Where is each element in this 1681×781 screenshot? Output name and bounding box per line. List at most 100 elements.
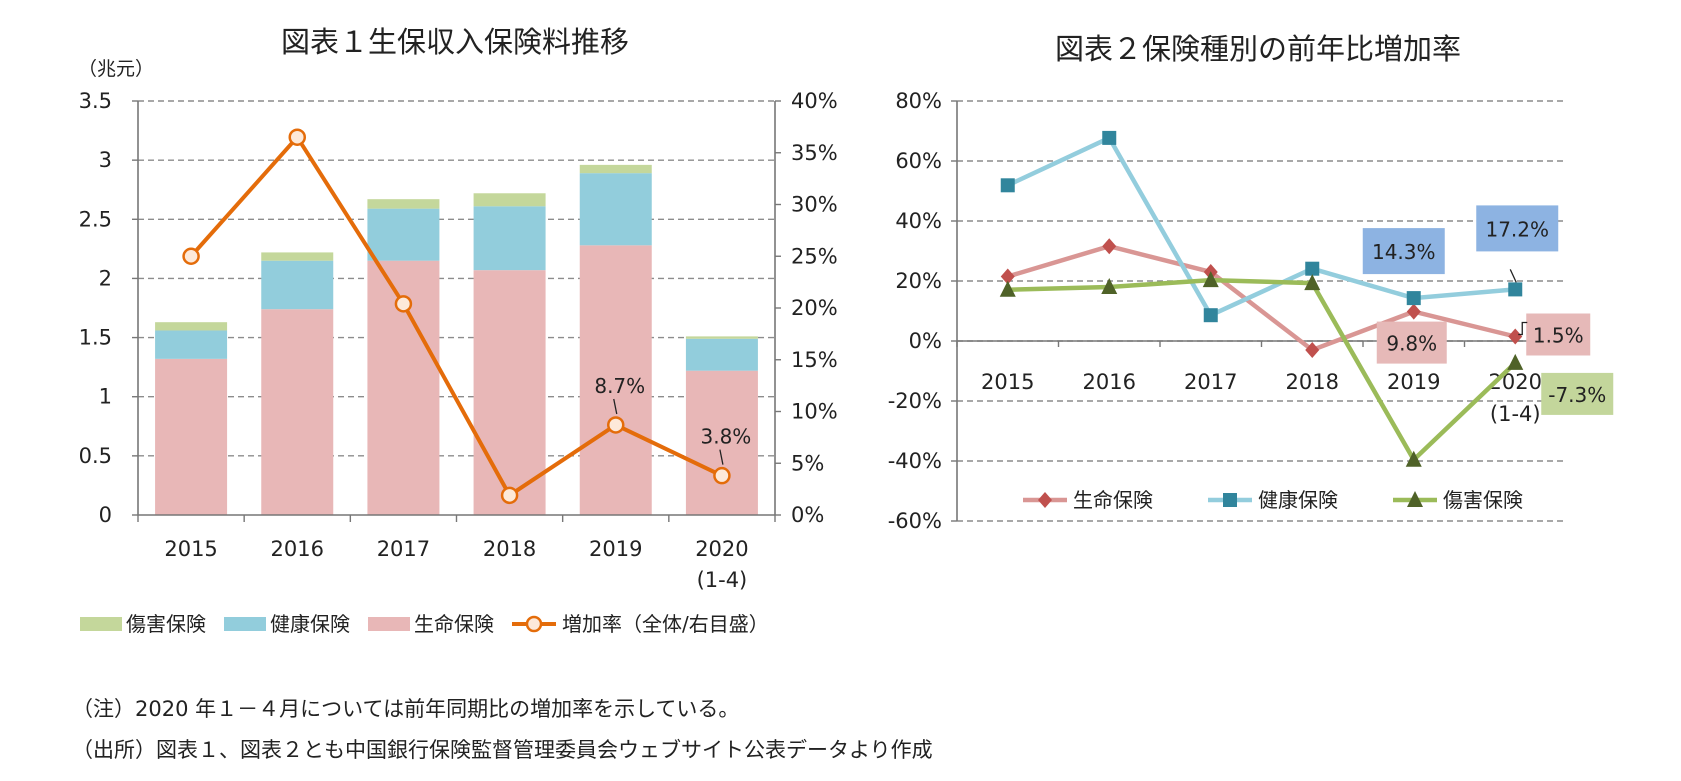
chart1-legend-label: 増加率（全体/右目盛） <box>562 612 769 636</box>
chart1-legend-swatch <box>368 617 410 631</box>
chart1-bar-傷害保険 <box>367 199 440 209</box>
chart2-data-label: -7.3% <box>1548 383 1606 407</box>
chart2-x-tick: 2016 <box>1083 370 1136 394</box>
chart2-data-label-leader <box>1509 269 1517 283</box>
chart2-point-健康保険 <box>1305 261 1320 276</box>
note-text: （注）2020 年１－４月については前年同期比の増加率を示している。 <box>72 697 740 721</box>
chart1-bar-健康保険 <box>685 338 758 371</box>
chart1-x-tick: 2019 <box>589 537 642 561</box>
chart1-bar-健康保険 <box>261 260 334 310</box>
chart1-y-tick: 2 <box>99 266 112 290</box>
chart2-line-生命保険 <box>1007 243 1516 353</box>
chart2-point-健康保険 <box>1406 291 1421 306</box>
chart1-y2-tick: 0% <box>791 503 824 527</box>
chart1-y2-tick: 20% <box>791 296 838 320</box>
chart1-y2-tick: 40% <box>791 89 838 113</box>
chart2-x-tick: 2017 <box>1184 370 1237 394</box>
chart2-point-健康保険 <box>1203 308 1218 323</box>
chart2-x-tick: 2019 <box>1387 370 1440 394</box>
chart2-point-生命保険 <box>1305 342 1320 358</box>
chart2-data-label-box <box>1376 321 1447 364</box>
chart1-bar-傷害保険 <box>579 164 652 174</box>
chart1-y-tick: 1 <box>99 385 112 409</box>
chart1-y-tick: 1.5 <box>79 326 112 350</box>
chart1-line-growth <box>189 133 723 499</box>
chart1-y-unit: （兆元） <box>78 58 154 80</box>
chart1-legend-marker <box>525 615 543 633</box>
chart1-bar-傷害保険 <box>685 336 758 339</box>
chart2-legend-label: 生命保険 <box>1073 488 1153 512</box>
chart2-y-tick: 0% <box>909 329 942 353</box>
chart2-point-生命保険 <box>1102 238 1117 255</box>
chart2-line-健康保険 <box>1006 134 1516 319</box>
chart1-x-tick: 2016 <box>271 537 324 561</box>
chart2-data-label: 14.3% <box>1372 240 1436 264</box>
chart1-bar-生命保険 <box>261 309 334 515</box>
chart2-data-label-box <box>1526 313 1591 356</box>
chart2-point-傷害保険 <box>1507 353 1524 370</box>
chart2-data-label-box <box>1541 372 1614 415</box>
chart2-legend-label: 傷害保険 <box>1443 488 1523 512</box>
chart2-data-label: 17.2% <box>1485 217 1549 241</box>
chart2-point-生命保険 <box>1000 268 1015 285</box>
chart1-y2-tick: 15% <box>791 348 838 372</box>
chart1-y-tick: 3.5 <box>79 89 112 113</box>
chart1-y2-tick: 35% <box>791 141 838 165</box>
chart1-bar-傷害保険 <box>155 322 228 331</box>
chart2-title: 図表２保険種別の前年比増加率 <box>1055 32 1461 66</box>
chart2-y-tick: -40% <box>888 449 942 473</box>
chart1-line-point <box>394 295 413 313</box>
chart2-data-label-box <box>1476 205 1559 252</box>
chart1-line-point <box>607 416 625 434</box>
chart2-data-label: 1.5% <box>1533 324 1584 348</box>
chart2-x-subtick: (1-4) <box>1490 402 1541 426</box>
chart2-y-tick: 80% <box>895 89 942 113</box>
chart2-point-健康保険 <box>1102 130 1117 145</box>
chart1-y-tick: 0 <box>99 503 112 527</box>
chart1-line-point <box>182 247 200 265</box>
chart1-legend-label: 健康保険 <box>270 612 350 636</box>
chart1-bar-健康保険 <box>473 206 546 271</box>
chart2-y-tick: 60% <box>895 149 942 173</box>
chart1-bar-健康保険 <box>155 330 228 359</box>
chart2-y-tick: -60% <box>888 509 942 533</box>
chart1-line-point <box>713 466 731 485</box>
chart1-x-subtick: (1-4) <box>697 568 748 592</box>
chart2-point-傷害保険 <box>1202 271 1219 288</box>
chart1-bar-生命保険 <box>473 270 546 515</box>
chart2-legend-marker <box>1223 493 1237 507</box>
chart2-point-傷害保険 <box>1101 278 1118 294</box>
chart2-point-生命保険 <box>1406 303 1421 320</box>
chart1-x-tick: 2018 <box>483 537 536 561</box>
chart1-annotation: 3.8% <box>701 425 752 449</box>
chart2-data-label-box <box>1362 228 1445 275</box>
chart2-y-tick: -20% <box>888 389 942 413</box>
chart1-bar-生命保険 <box>685 370 758 515</box>
chart1-annotation-leader <box>719 449 724 465</box>
chart2-y-tick: 20% <box>895 269 942 293</box>
chart1-x-tick: 2017 <box>377 537 430 561</box>
chart1-line-point <box>288 128 306 146</box>
chart1-bar-健康保険 <box>367 208 440 261</box>
chart1-y2-tick: 30% <box>791 193 838 217</box>
chart1-bar-健康保険 <box>579 173 652 246</box>
chart1-legend-label: 傷害保険 <box>126 612 206 636</box>
chart1-x-tick: 2020 <box>695 537 748 561</box>
chart2-x-tick: 2015 <box>981 370 1034 394</box>
chart1-y2-tick: 5% <box>791 451 824 475</box>
chart2-point-傷害保険 <box>1405 450 1422 467</box>
chart2-data-label-leader <box>1518 321 1528 336</box>
source-text: （出所）図表１、図表２とも中国銀行保険監督管理委員会ウェブサイト公表データより作… <box>72 738 933 762</box>
chart1-bar-生命保険 <box>155 358 228 515</box>
chart2-point-傷害保険 <box>999 280 1016 297</box>
chart2-point-健康保険 <box>1508 282 1523 297</box>
chart1-line-point <box>500 486 519 505</box>
chart2-point-生命保険 <box>1508 328 1523 345</box>
chart1-annotation: 8.7% <box>594 374 645 398</box>
chart2-line-傷害保険 <box>1007 277 1517 464</box>
chart1-legend-swatch <box>80 617 122 631</box>
chart2-point-健康保険 <box>1000 178 1015 193</box>
chart1-legend-swatch <box>224 617 266 631</box>
chart1-bar-傷害保険 <box>473 193 546 207</box>
